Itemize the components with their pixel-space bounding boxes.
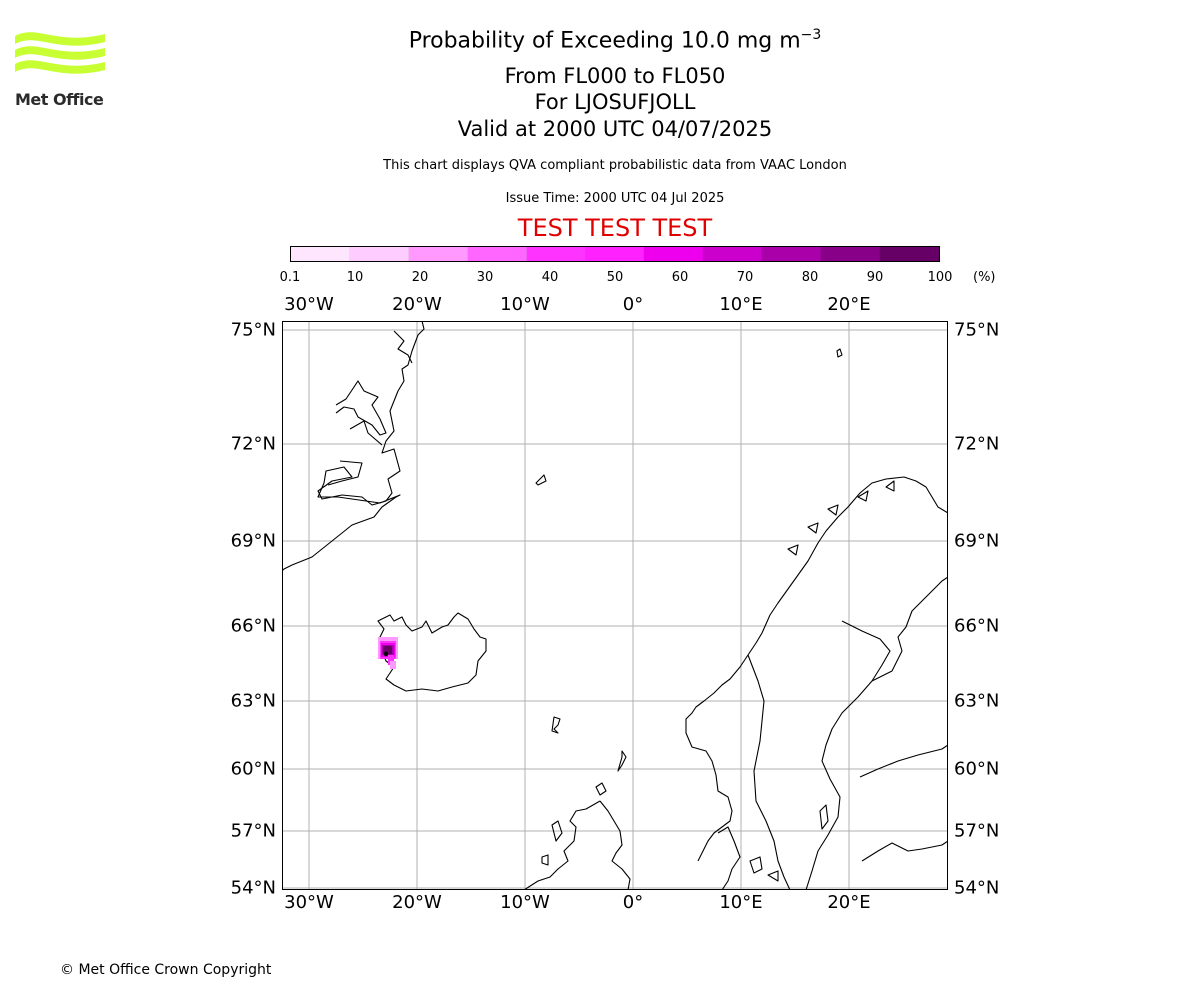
longitude-label: 20°W — [392, 892, 442, 913]
colorbar-unit: (%) — [973, 270, 996, 285]
latitude-label: 75°N — [954, 319, 1000, 341]
graticule — [282, 321, 948, 890]
finland-coast — [871, 576, 948, 682]
longitude-label: 10°W — [500, 294, 550, 315]
norway-islands — [787, 480, 895, 556]
hebrides-coast — [541, 820, 563, 866]
latitude-label: 72°N — [230, 433, 276, 455]
norway-coast — [685, 476, 948, 862]
greenland-fjord-2 — [335, 380, 387, 436]
longitude-label: 20°W — [392, 294, 442, 315]
ash-plume — [378, 637, 398, 669]
test-banner: TEST TEST TEST — [517, 214, 713, 242]
longitude-label: 0° — [622, 294, 644, 315]
latitude-label: 57°N — [230, 820, 276, 842]
bothnia-coast — [805, 620, 891, 890]
colorbar-tick-label: 40 — [541, 270, 559, 285]
longitude-label: 10°E — [719, 892, 763, 913]
flight-level-range: From FL000 to FL050 — [504, 64, 726, 88]
longitude-label: 10°W — [500, 892, 550, 913]
colorbar-segment — [585, 247, 645, 261]
denmark-islands — [749, 856, 779, 882]
greenland-coast — [282, 321, 425, 572]
greenland-fjord-4 — [327, 460, 363, 486]
scotland-coast — [523, 800, 631, 890]
colorbar-segment — [880, 247, 939, 261]
denmark-coast — [717, 826, 741, 890]
greenland-fjord-3 — [349, 420, 383, 446]
plume-cell — [390, 661, 396, 669]
issue-time: Issue Time: 2000 UTC 04 Jul 2025 — [505, 191, 725, 206]
colorbar-tick-label: 10 — [346, 270, 364, 285]
latitude-label: 54°N — [954, 877, 1000, 899]
bear-island-coast — [836, 348, 843, 358]
colorbar-tick-label: 30 — [476, 270, 494, 285]
orkney-coast — [595, 782, 607, 796]
colorbar-tick-label: 70 — [736, 270, 754, 285]
baltic-states-coast — [861, 840, 948, 862]
longitude-label: 30°W — [284, 892, 334, 913]
colorbar-segment — [408, 247, 468, 261]
met-office-logo: Met Office — [12, 28, 112, 114]
gotland-coast — [819, 804, 829, 830]
colorbar-segment — [526, 247, 586, 261]
latitude-label: 69°N — [954, 530, 1000, 552]
volcano-name: For LJOSUFJOLL — [534, 90, 696, 114]
colorbar-tick-label: 20 — [411, 270, 429, 285]
finland-gulf-coast — [859, 744, 948, 778]
latitude-label: 72°N — [954, 433, 1000, 455]
latitude-label: 63°N — [954, 690, 1000, 712]
valid-time: Valid at 2000 UTC 04/07/2025 — [457, 117, 773, 141]
colorbar-tick-label: 60 — [671, 270, 689, 285]
longitude-label: 30°W — [284, 294, 334, 315]
colorbar-tick-label: 100 — [927, 270, 953, 285]
chart-description: This chart displays QVA compliant probab… — [383, 158, 847, 173]
latitude-label: 60°N — [230, 758, 276, 780]
latitude-label: 57°N — [954, 820, 1000, 842]
latitude-label: 60°N — [954, 758, 1000, 780]
longitude-label: 10°E — [719, 294, 763, 315]
latitude-label: 54°N — [230, 877, 276, 899]
colorbar-tick-label: 50 — [606, 270, 624, 285]
latitude-label: 75°N — [230, 319, 276, 341]
colorbar-segment — [467, 247, 527, 261]
chart-title: Probability of Exceeding 10.0 mg m−3 — [408, 27, 822, 54]
colorbar-segment — [762, 247, 822, 261]
greenland-fjord-1 — [393, 330, 413, 364]
colorbar-tick-label: 0.1 — [279, 270, 301, 285]
latitude-label: 66°N — [954, 615, 1000, 637]
latitude-label: 69°N — [230, 530, 276, 552]
shetland-coast — [617, 750, 627, 772]
colorbar-segment — [644, 247, 704, 261]
colorbar-segment — [703, 247, 763, 261]
met-office-wave-icon — [15, 32, 105, 74]
plume-cell — [383, 646, 392, 654]
longitude-label: 0° — [622, 892, 644, 913]
logo-wordmark: Met Office — [15, 90, 104, 109]
plume-cell — [388, 655, 394, 665]
jan-mayen-coast — [535, 474, 547, 486]
latitude-label: 66°N — [230, 615, 276, 637]
copyright-footer: © Met Office Crown Copyright — [60, 962, 272, 978]
longitude-label: 20°E — [827, 294, 871, 315]
colorbar-tick-label: 80 — [801, 270, 819, 285]
colorbar-tick-label: 90 — [866, 270, 884, 285]
latitude-label: 63°N — [230, 690, 276, 712]
colorbar-segment — [291, 247, 350, 261]
probability-map — [282, 321, 948, 890]
probability-colorbar — [290, 246, 940, 262]
colorbar-segment — [349, 247, 409, 261]
map-frame — [282, 321, 948, 890]
longitude-label: 20°E — [827, 892, 871, 913]
sweden-norway-border — [747, 654, 791, 890]
coastlines — [282, 321, 948, 890]
faroe-islands-coast — [551, 716, 561, 734]
volcano-marker — [383, 651, 389, 657]
colorbar-segment — [821, 247, 881, 261]
